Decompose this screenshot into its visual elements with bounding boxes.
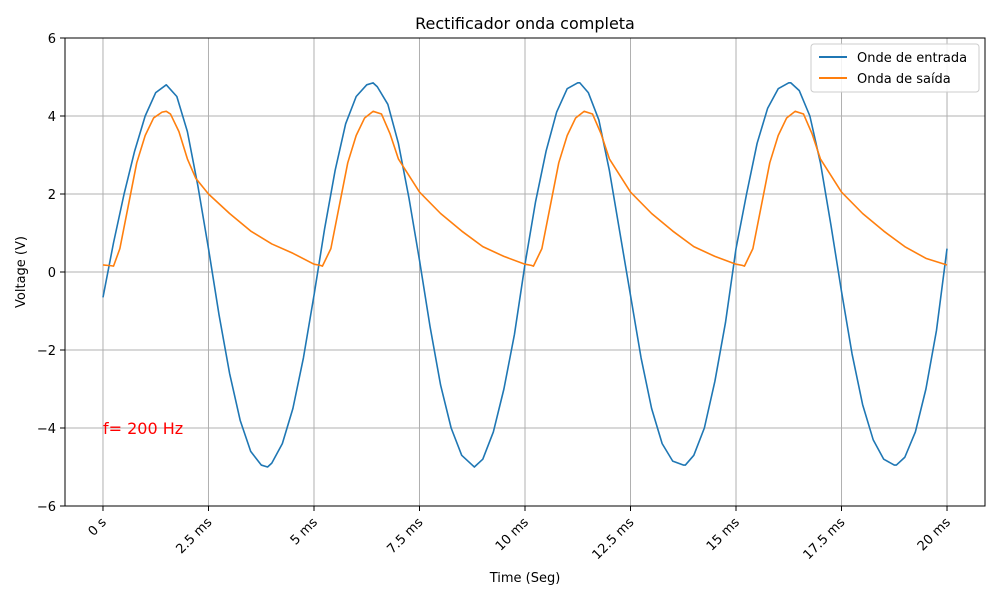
legend-label-input: Onde de entrada (857, 51, 967, 66)
series-output-wave (102, 110, 948, 267)
x-axis-label: Time (Seg) (489, 571, 561, 586)
legend-box (810, 43, 980, 93)
y-tick-label: −4 (37, 422, 56, 437)
x-tick-label: 0 s (86, 515, 110, 539)
x-tick-label: 7.5 ms (384, 515, 426, 557)
frequency-annotation: f= 200 Hz (103, 419, 183, 438)
y-axis-label: Voltage (V) (14, 236, 29, 308)
x-tick-label: 20 ms (915, 515, 954, 554)
y-tick-label: −2 (37, 344, 56, 359)
x-tick-label: 5 ms (288, 515, 321, 548)
x-tick-label: 2.5 ms (173, 515, 215, 557)
series-input-wave (102, 82, 948, 468)
y-tick-label: 0 (48, 266, 56, 281)
x-tick-label: 17.5 ms (801, 515, 849, 563)
x-tick-label: 12.5 ms (590, 515, 638, 563)
y-tick-label: 6 (48, 32, 56, 47)
legend: Onde de entrada Onda de saída (810, 43, 980, 93)
series-lines (102, 82, 948, 468)
grid-lines (65, 37, 985, 507)
y-tick-label: −6 (37, 500, 56, 515)
y-tick-label: 2 (48, 188, 56, 203)
x-tick-label: 15 ms (704, 515, 743, 554)
x-tick-label: 10 ms (493, 515, 532, 554)
axis-ticks: 0 s 2.5 ms 5 ms 7.5 ms 10 ms 12.5 ms 15 ms 17.5… (37, 32, 954, 563)
legend-label-output: Onda de saída (857, 72, 951, 87)
y-tick-label: 4 (48, 110, 56, 125)
chart-title: Rectificador onda completa (415, 14, 635, 33)
